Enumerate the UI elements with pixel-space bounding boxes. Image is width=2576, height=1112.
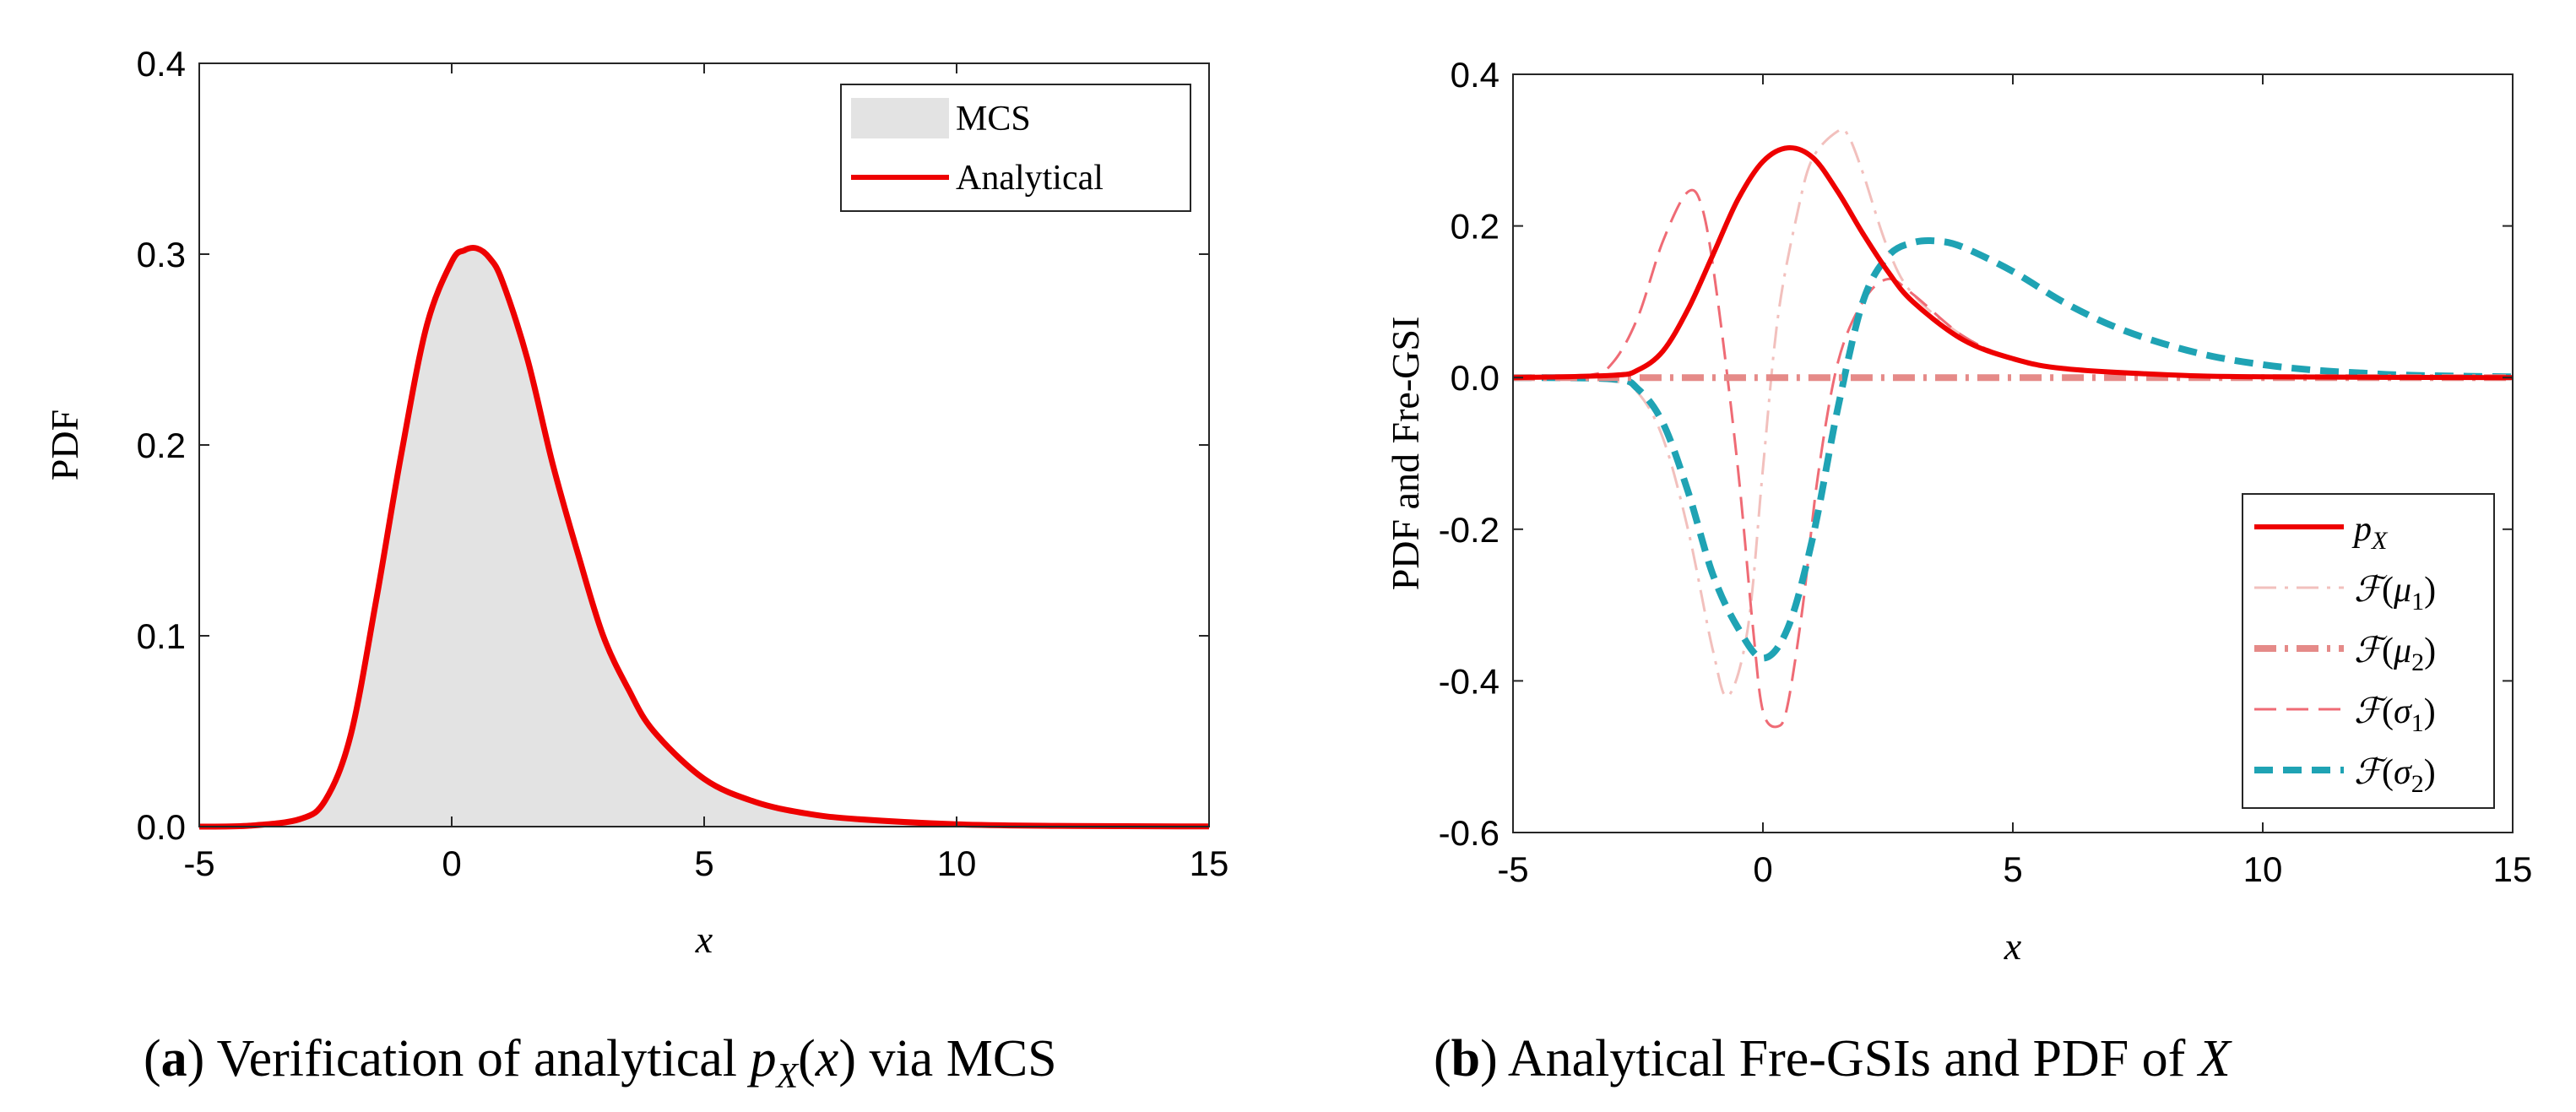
a-fill-layer [199,247,1209,827]
a-ylabel: PDF [43,410,86,480]
b-series-px-line [1512,145,2514,381]
b-xtick-label: 10 [2243,849,2283,889]
panel-a-chart: -5 0 5 10 15 0.0 0.1 0.2 0.3 0.4 x PDF MCS Analyt… [43,44,1228,961]
b-xtick-label: 0 [1753,849,1772,889]
b-lines-layer [1512,127,2514,729]
a-xlabel: x [695,918,713,961]
b-xtick-label: -5 [1497,849,1528,889]
b-legend-label-fsigma2: ℱ(σ2) [2354,753,2436,798]
b-legend-label-px: pX [2351,510,2389,555]
a-legend-swatch-mcs [851,98,949,138]
a-legend-label-analytical: Analytical [956,159,1104,198]
b-legend-label-fmu2: ℱ(μ2) [2354,632,2436,676]
a-series-analytical-line [198,245,1210,830]
b-series-fsigma1-line [1512,188,2514,729]
b-legend: pX ℱ(μ1) ℱ(μ2) ℱ(σ1) ℱ(σ2) [2242,493,2495,809]
a-lines-layer [198,245,1210,830]
b-ylabel: PDF and Fre-GSI [1384,317,1427,591]
b-ytick-label: 0.0 [1451,358,1500,398]
a-ticks: -5 0 5 10 15 0.0 0.1 0.2 0.3 0.4 [137,44,1229,883]
a-xtick-label: -5 [183,843,214,883]
a-legend-label-mcs: MCS [956,100,1031,138]
b-ytick-label: 0.2 [1451,207,1500,247]
b-series-fmu1-line [1512,127,2514,698]
b-xlabel: x [2004,925,2022,968]
a-ytick-label: 0.3 [137,235,186,274]
a-legend: MCS Analytical [840,84,1191,212]
a-ytick-label: 0.2 [137,426,186,465]
a-ytick-label: 0.1 [137,616,186,656]
a-series-mcs-area [199,247,1209,827]
b-xtick-label: 15 [2493,849,2533,889]
b-ytick-label: 0.4 [1451,55,1500,95]
a-xtick-label: 15 [1190,843,1229,883]
a-xtick-label: 10 [937,843,977,883]
b-ytick-label: -0.6 [1439,813,1500,853]
a-xtick-label: 5 [694,843,713,883]
caption-a: (a) Verification of analytical pX(x) via… [144,1030,1057,1096]
caption-b: (b) Analytical Fre-GSIs and PDF of X [1434,1030,2232,1088]
b-legend-label-fmu1: ℱ(μ1) [2354,571,2436,616]
b-ticks: -5 0 5 10 15 -0.6 -0.4 -0.2 0.0 0.2 0.4 [1439,55,2533,889]
b-legend-box [2242,493,2495,809]
a-xtick-label: 0 [442,843,461,883]
b-ytick-label: -0.4 [1439,661,1500,701]
panel-b-chart: -5 0 5 10 15 -0.6 -0.4 -0.2 0.0 0.2 0.4 x PDF and … [1384,55,2532,968]
a-ytick-label: 0.4 [137,44,186,84]
b-xtick-label: 5 [2003,849,2022,889]
a-ytick-label: 0.0 [137,807,186,847]
b-legend-label-fsigma1: ℱ(σ1) [2354,692,2436,737]
b-ytick-label: -0.2 [1439,510,1500,550]
